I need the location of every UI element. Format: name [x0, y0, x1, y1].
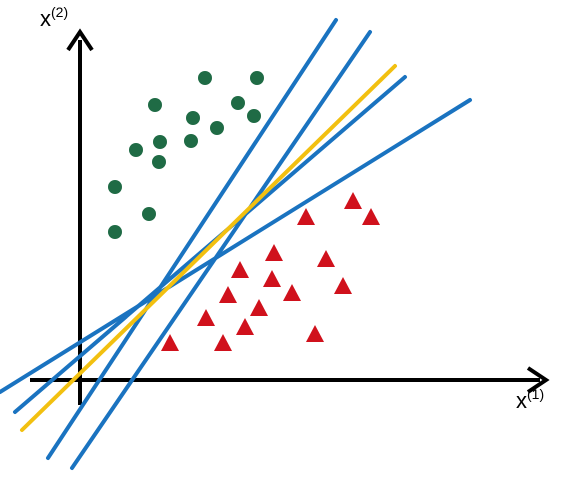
triangle-point: [317, 250, 335, 267]
circle-point: [108, 180, 122, 194]
candidate-separator-line: [46, 18, 338, 460]
circle-point: [231, 96, 245, 110]
circle-point: [210, 121, 224, 135]
circle-point: [153, 135, 167, 149]
circle-point: [148, 98, 162, 112]
triangle-point: [297, 208, 315, 225]
y-axis-arrow-icon: [66, 28, 94, 52]
circle-point: [108, 225, 122, 239]
triangle-point: [214, 334, 232, 351]
data-points: [108, 71, 380, 351]
triangle-point: [283, 284, 301, 301]
triangle-point: [306, 325, 324, 342]
triangle-point: [231, 261, 249, 278]
x-axis-arrow-icon: [526, 366, 550, 394]
triangle-point: [263, 270, 281, 287]
circle-point: [186, 111, 200, 125]
circle-point: [129, 143, 143, 157]
circle-point: [184, 134, 198, 148]
circle-point: [142, 207, 156, 221]
separator-lines: [0, 18, 472, 470]
triangle-point: [161, 334, 179, 351]
triangle-point: [236, 318, 254, 335]
triangle-point: [197, 309, 215, 326]
circle-point: [198, 71, 212, 85]
triangle-point: [250, 299, 268, 316]
candidate-separator-line: [70, 30, 372, 470]
candidate-separator-line: [0, 98, 472, 394]
triangle-point: [362, 208, 380, 225]
triangle-point: [344, 192, 362, 209]
optimal-separator-line: [20, 64, 397, 432]
circle-point: [250, 71, 264, 85]
triangle-point: [334, 277, 352, 294]
x-axis-label: x(1): [516, 386, 545, 413]
y-axis-label: x(2): [40, 4, 69, 31]
triangle-point: [265, 244, 283, 261]
circle-point: [152, 155, 166, 169]
triangle-point: [219, 286, 237, 303]
circle-point: [247, 109, 261, 123]
